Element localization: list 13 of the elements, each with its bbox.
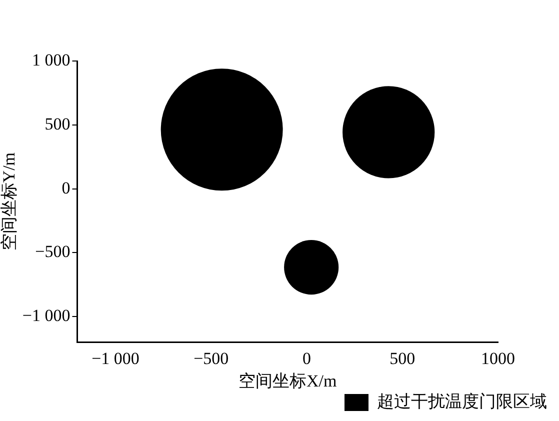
legend-label: 超过干扰温度门限区域 — [377, 392, 547, 411]
y-tick-label: −500 — [35, 242, 70, 262]
x-tick-label: 1000 — [481, 348, 515, 368]
y-tick-label: 0 — [62, 178, 70, 198]
y-axis-title: 空间坐标Y/m — [0, 152, 19, 251]
x-axis-title: 空间坐标X/m — [238, 371, 337, 390]
y-tick-label: −1 000 — [22, 306, 70, 326]
x-tick-label: −500 — [194, 348, 229, 368]
x-tick-label: −1 000 — [92, 348, 140, 368]
y-tick-label: 500 — [44, 114, 70, 134]
y-tick-label: 1 000 — [32, 50, 70, 70]
x-tick-label: 500 — [390, 348, 416, 368]
x-tick-label: 0 — [302, 348, 311, 368]
